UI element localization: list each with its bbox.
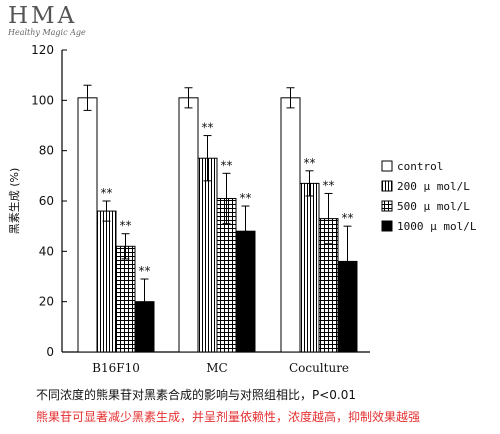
data-label: ** bbox=[323, 178, 335, 192]
x-tick-label: Coculture bbox=[289, 361, 349, 375]
legend-swatch bbox=[381, 180, 393, 192]
data-label: ** bbox=[304, 156, 316, 170]
x-tick-label: B16F10 bbox=[92, 361, 140, 375]
bar bbox=[197, 157, 218, 353]
logo: HMA Healthy Magic Age bbox=[8, 4, 86, 38]
x-tick-label: MC bbox=[206, 361, 227, 375]
bar bbox=[280, 97, 301, 353]
logo-sub-text: Healthy Magic Age bbox=[8, 28, 86, 37]
data-label: ** bbox=[139, 264, 151, 278]
bar bbox=[115, 245, 136, 353]
y-tick-label: 80 bbox=[39, 144, 54, 158]
bar bbox=[96, 210, 117, 353]
bars: ** ** ** ** ** ** ** ** ** bbox=[77, 84, 358, 353]
legend-swatch bbox=[381, 160, 393, 172]
data-label: ** bbox=[221, 158, 233, 172]
bar bbox=[299, 182, 320, 353]
figure-note: 熊果苷可显著减少黑素生成，并呈剂量依赖性，浓度越高，抑制效果越强 bbox=[36, 410, 421, 424]
figure-caption: 不同浓度的熊果苷对黑素合成的影响与对照组相比，P<0.01 bbox=[36, 388, 357, 402]
y-tick-label: 60 bbox=[39, 194, 54, 208]
legend-swatch bbox=[381, 220, 393, 232]
legend-swatch bbox=[381, 200, 393, 212]
y-axis-label: 黑素生成 (%) bbox=[7, 168, 21, 235]
legend-entry: 500 μ mol/L bbox=[397, 200, 470, 213]
logo-main-text: HMA bbox=[8, 3, 78, 29]
data-label: ** bbox=[240, 191, 252, 205]
y-tick-label: 100 bbox=[31, 93, 54, 107]
bar bbox=[178, 97, 199, 353]
data-label: ** bbox=[101, 186, 113, 200]
legend-entry: 1000 μ mol/L bbox=[397, 220, 477, 233]
bar-chart: 0 20 40 60 80 100 120 黑素生成 (%) B16F10 MC Coculture… bbox=[7, 43, 477, 375]
y-tick-label: 0 bbox=[46, 345, 54, 359]
legend: control 200 μ mol/L 500 μ mol/L 1000 μ mol/… bbox=[381, 160, 477, 233]
y-tick-label: 40 bbox=[39, 244, 54, 258]
data-label: ** bbox=[120, 219, 132, 233]
data-label: ** bbox=[342, 211, 354, 225]
y-tick-label: 20 bbox=[39, 295, 54, 309]
data-label: ** bbox=[202, 121, 214, 135]
y-tick-label: 120 bbox=[31, 43, 54, 57]
bar bbox=[77, 97, 98, 353]
legend-entry: control bbox=[397, 160, 443, 173]
legend-entry: 200 μ mol/L bbox=[397, 180, 470, 193]
